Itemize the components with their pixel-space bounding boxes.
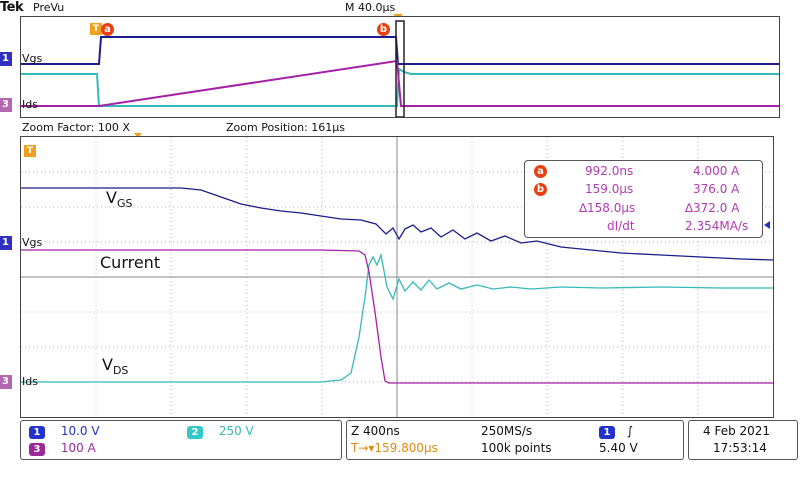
- zoom-ch3-trace: [21, 249, 773, 384]
- cursor-a-marker[interactable]: a: [101, 23, 114, 36]
- trigger-level-arrow-icon: [764, 221, 770, 229]
- graticule-axes: [21, 137, 773, 417]
- cursor-a-badge: a: [534, 165, 547, 178]
- zoom-ch2-trace: [21, 252, 773, 383]
- zoom-waveform-panel[interactable]: [20, 136, 774, 418]
- acquisition-mode: PreVu: [33, 1, 65, 14]
- trigger-position-readout: T→▾159.800µs: [351, 441, 438, 455]
- annotation-current: Current: [100, 253, 161, 272]
- zoom-traces: [21, 137, 774, 417]
- overview-ch2-trace: [21, 67, 779, 107]
- overview-waveform-panel[interactable]: [20, 16, 780, 118]
- overview-ch1-trace: [21, 36, 779, 65]
- cursor-b-value: 376.0 A: [693, 182, 740, 196]
- horizontal-panel[interactable]: Z 400ns T→▾159.800µs 250MS/s 100k points…: [346, 420, 684, 460]
- ch3-scale[interactable]: 3 100 A: [29, 441, 96, 456]
- cursor-b-marker[interactable]: b: [377, 23, 390, 36]
- record-length: 100k points: [481, 441, 552, 455]
- zoom-ch3-marker[interactable]: 3: [0, 375, 12, 389]
- timebase-readout: M 40.0µs: [345, 1, 396, 14]
- cursor-delta-time: ∆158.0µs: [579, 201, 636, 215]
- zoom-ch1-trace: [21, 187, 774, 261]
- cursor-b-time: 159.0µs: [585, 182, 634, 196]
- overview-ch1-marker[interactable]: 1: [0, 52, 12, 66]
- zoom-ch3-label: Ids: [22, 375, 38, 388]
- brand-logo: Tek: [0, 0, 24, 15]
- overview-ch3-marker[interactable]: 3: [0, 98, 12, 112]
- zoom-ch1-marker[interactable]: 1: [0, 236, 12, 250]
- cursor-readout-panel: a 992.0ns 4.000 A b 159.0µs 376.0 A ∆158…: [524, 160, 763, 238]
- date-readout: 4 Feb 2021: [703, 424, 771, 438]
- trigger-slope-icon: ∫: [626, 424, 634, 438]
- zoom-position: Zoom Position: 161µs: [226, 121, 345, 134]
- trigger-level: 5.40 V: [599, 441, 638, 455]
- cursor-delta-value: ∆372.0 A: [685, 201, 740, 215]
- ch2-scale[interactable]: 2 250 V: [187, 424, 254, 439]
- didt-label: dI/dt: [607, 219, 635, 233]
- overview-ch1-label: Vgs: [22, 52, 43, 65]
- annotation-vds: VDS: [102, 355, 129, 378]
- annotation-vgs: VGS: [106, 188, 133, 211]
- time-readout: 17:53:14: [713, 441, 767, 455]
- zoom-factor: Zoom Factor: 100 X: [22, 121, 130, 134]
- sample-rate: 250MS/s: [481, 424, 533, 438]
- ch1-scale[interactable]: 1 10.0 V: [29, 424, 100, 439]
- zoom-ch1-label: Vgs: [22, 236, 43, 249]
- didt-value: 2.354MA/s: [685, 219, 749, 233]
- cursor-b-badge: b: [534, 183, 547, 196]
- trigger-marker-icon[interactable]: T: [90, 23, 102, 35]
- cursor-a-time: 992.0ns: [585, 164, 634, 178]
- overview-traces: [21, 20, 779, 118]
- zoom-time-scale: Z 400ns: [351, 424, 400, 438]
- cursor-a-value: 4.000 A: [693, 164, 740, 178]
- overview-ch3-trace: [21, 59, 779, 107]
- datetime-panel: 4 Feb 2021 17:53:14: [688, 420, 798, 460]
- channel-scale-panel[interactable]: 1 10.0 V 2 250 V 3 100 A: [20, 420, 342, 460]
- zoom-trigger-marker-icon[interactable]: T: [24, 145, 36, 157]
- trigger-source[interactable]: 1 ∫: [599, 424, 633, 439]
- overview-ch3-label: Ids: [22, 98, 38, 111]
- zoom-center-icon: [134, 133, 142, 138]
